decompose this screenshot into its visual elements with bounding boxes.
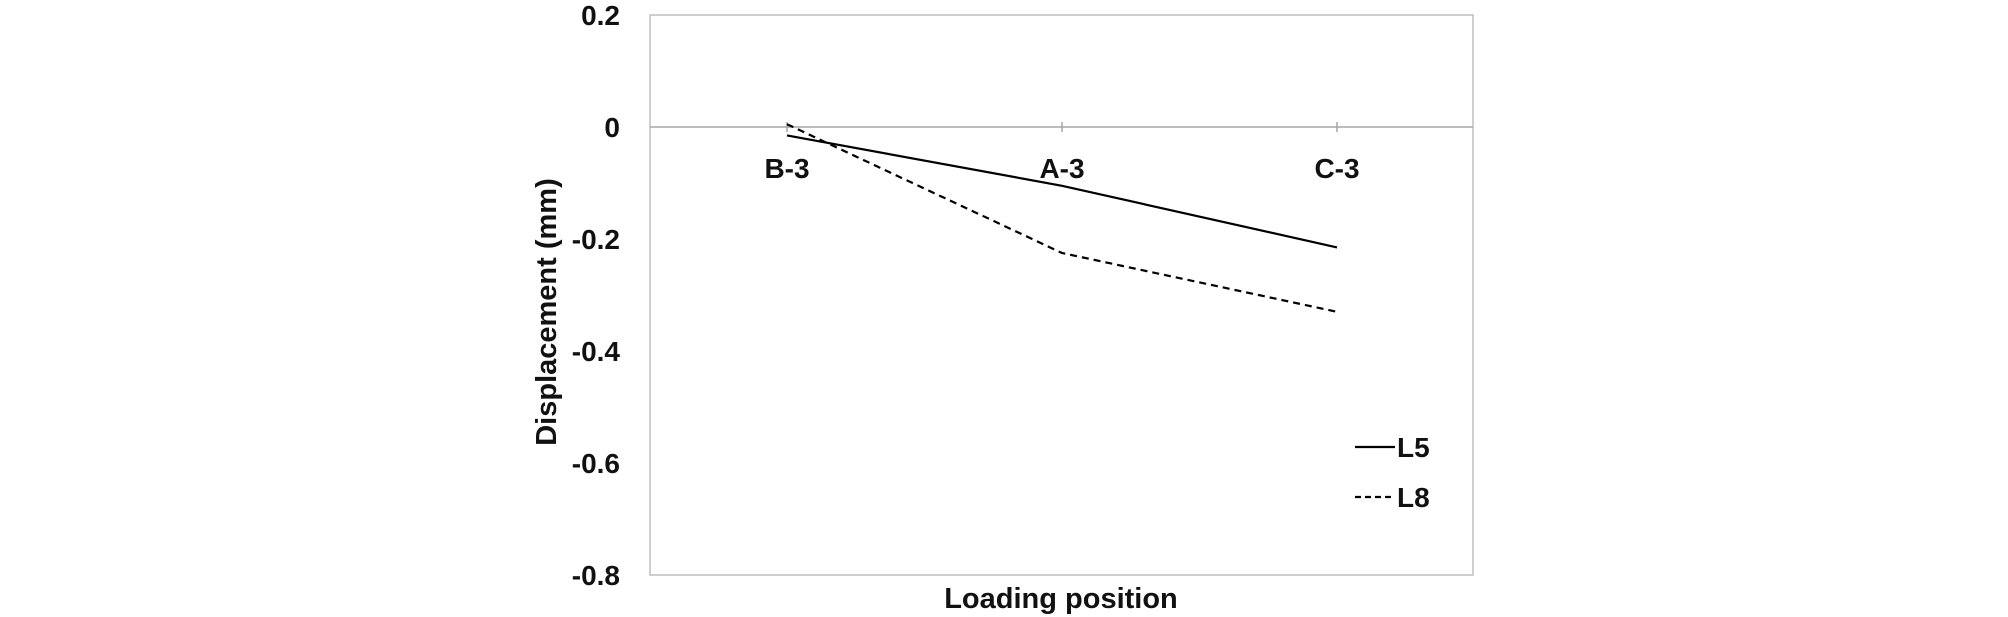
legend-label: L8 (1397, 482, 1430, 513)
series-line-l8 (786, 123, 1338, 313)
legend: L5 L8 (1355, 432, 1430, 513)
legend-label: L5 (1397, 432, 1430, 463)
x-tick-label: A-3 (1039, 153, 1084, 184)
x-tick-label: C-3 (1314, 153, 1359, 184)
x-axis-tick-labels: B-3 A-3 C-3 (764, 153, 1359, 184)
series-layer (786, 123, 1338, 313)
y-tick-label: -0.8 (572, 560, 620, 591)
x-axis-title: Loading position (944, 583, 1178, 615)
y-tick-label: 0 (604, 112, 620, 143)
y-tick-label: -0.6 (572, 448, 620, 479)
series-line-l5 (786, 134, 1338, 249)
y-axis-title: Displacement (mm) (531, 178, 563, 446)
y-axis-tick-labels: 0.2 0 -0.2 -0.4 -0.6 -0.8 (572, 0, 621, 591)
zero-line-layer (650, 122, 1473, 132)
y-tick-label: -0.4 (572, 336, 621, 367)
plot-area (649, 14, 1474, 576)
y-tick-label: -0.2 (572, 224, 620, 255)
x-tick-label: B-3 (764, 153, 809, 184)
y-tick-label: 0.2 (581, 0, 620, 31)
